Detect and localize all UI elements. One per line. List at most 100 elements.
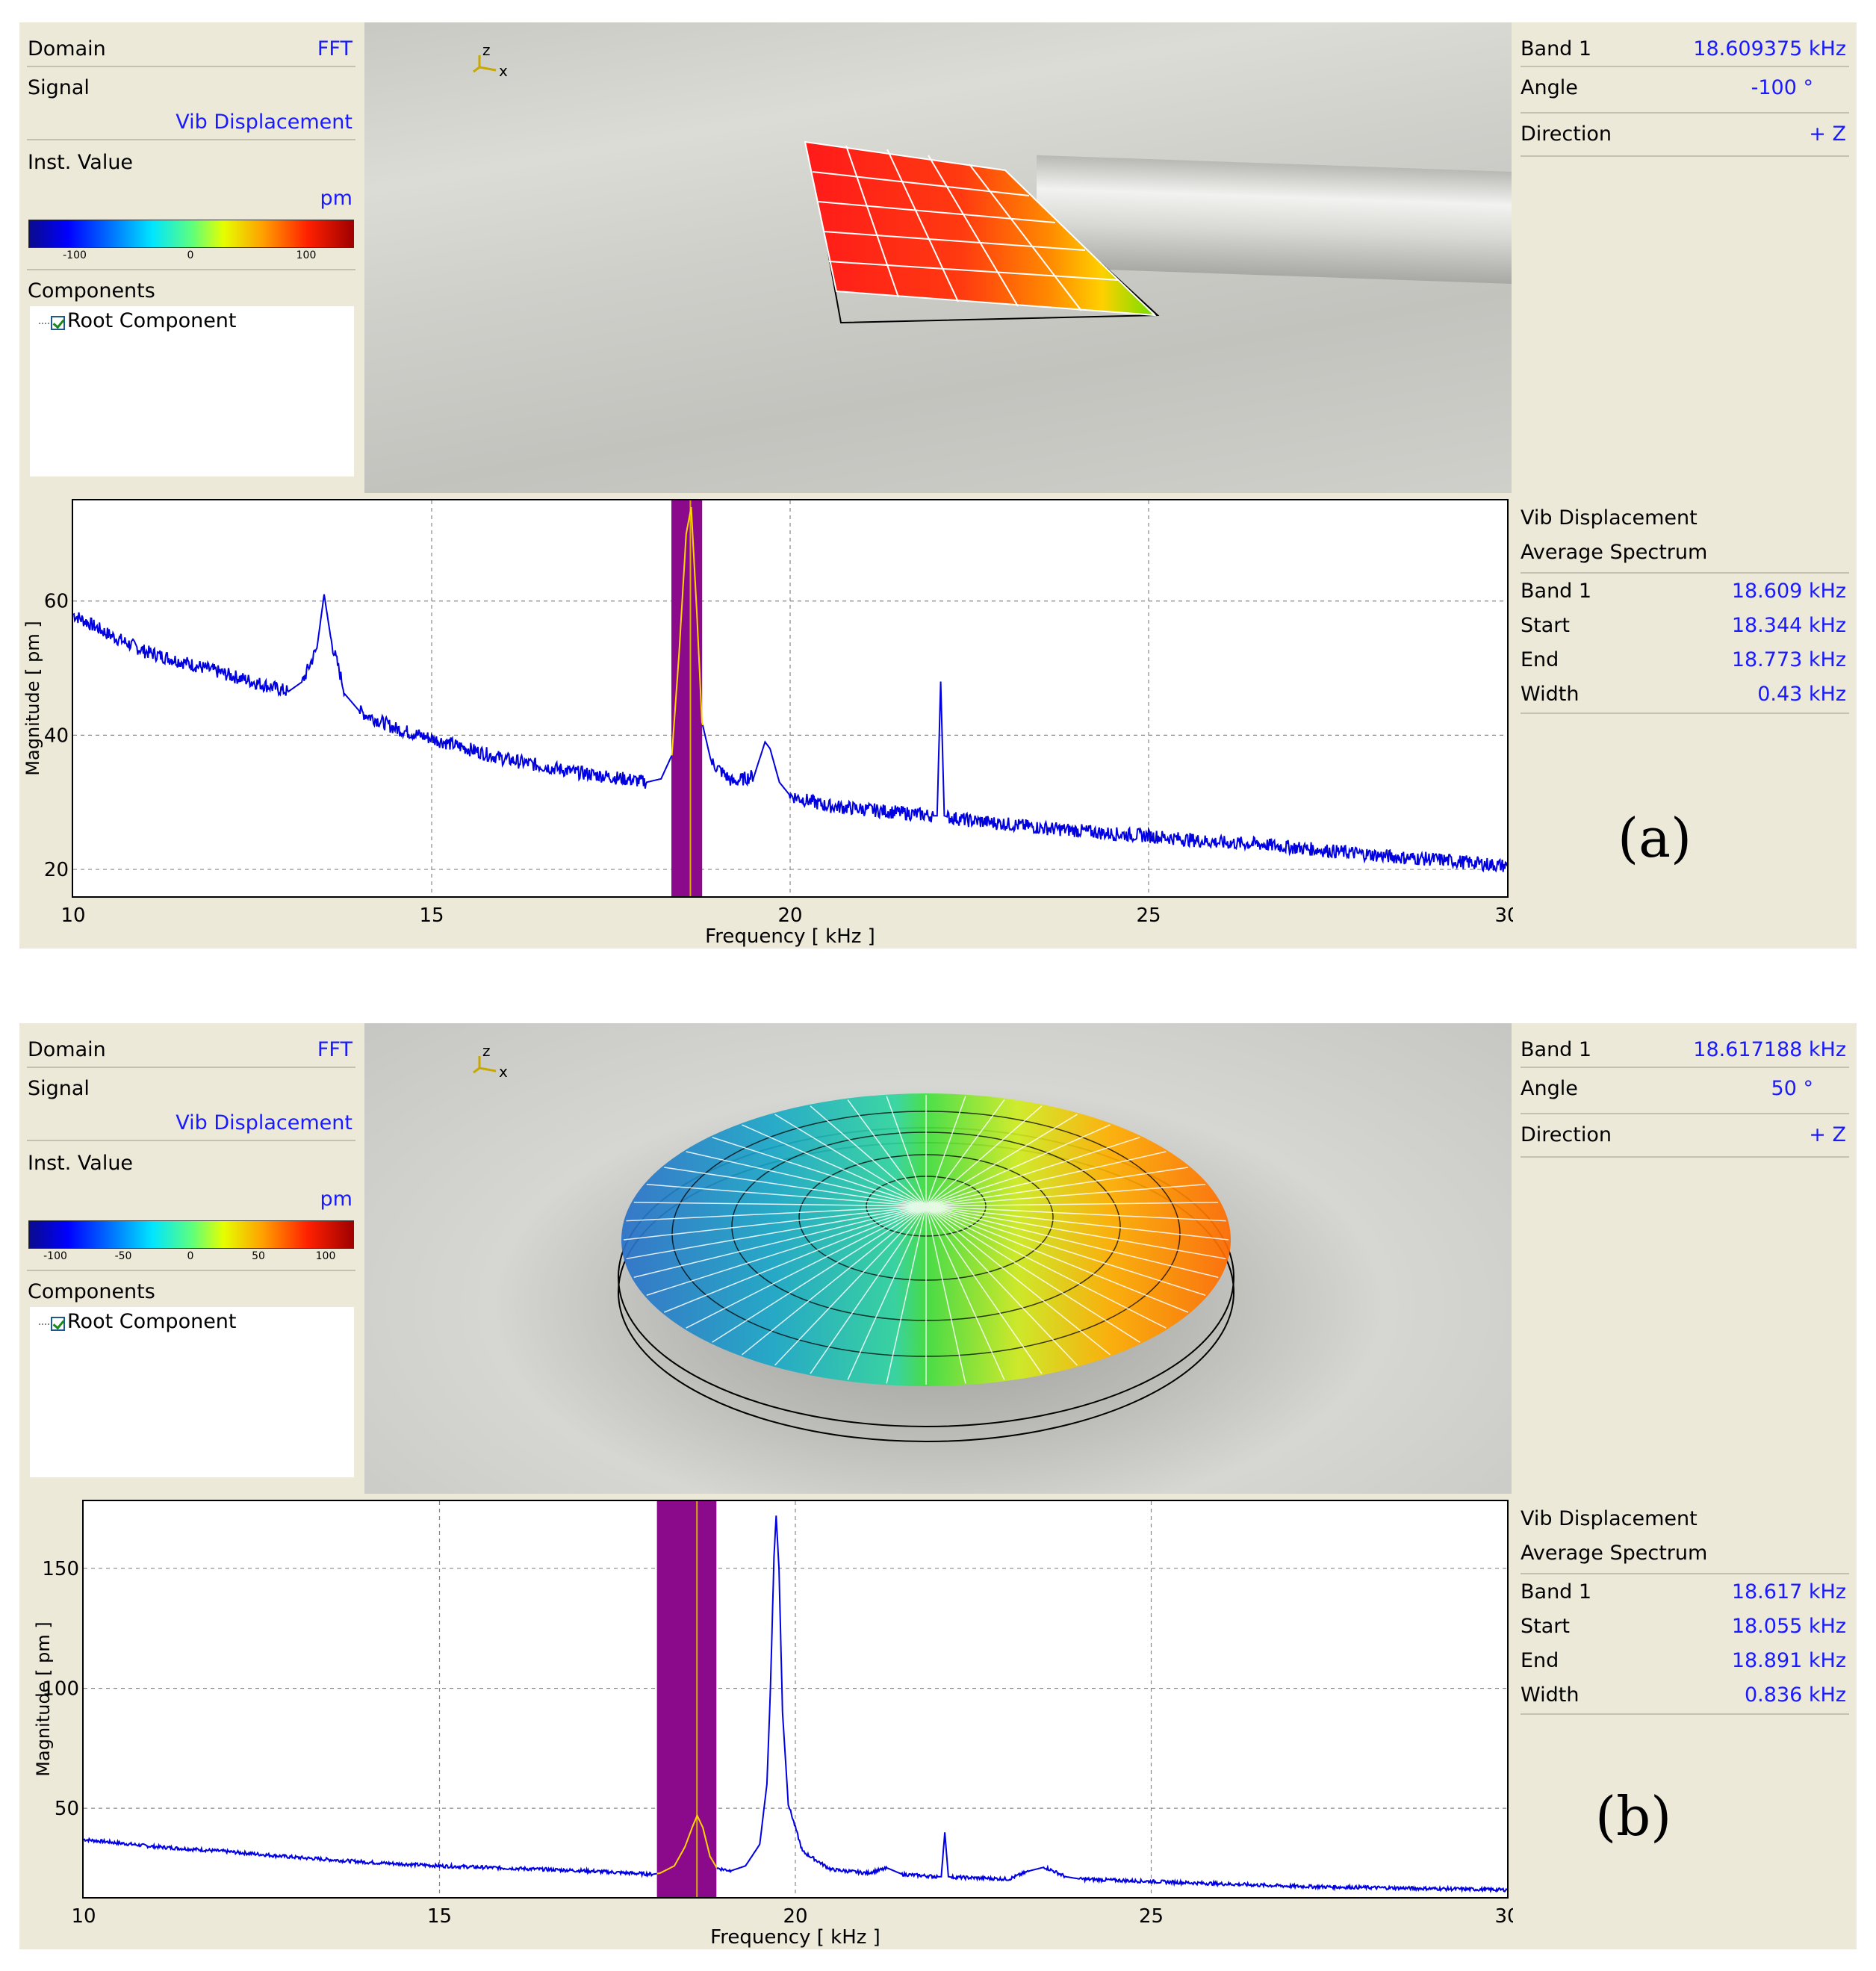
end-value[interactable]: 18.773 kHz (1731, 648, 1846, 671)
band-info-top: Band 1 18.609375 kHz Angle -100 ° Direct… (1513, 22, 1857, 493)
band1-value[interactable]: 18.617 kHz (1731, 1580, 1846, 1604)
tree-connector (39, 323, 49, 324)
colorbar-tick: 50 (252, 1250, 265, 1262)
band1-value[interactable]: 18.609 kHz (1731, 580, 1846, 603)
end-label: End (1521, 1649, 1559, 1672)
end-value[interactable]: 18.891 kHz (1731, 1649, 1846, 1672)
disc-spoke (925, 1105, 1043, 1207)
y-tick-label: 100 (42, 1678, 79, 1701)
root-component-label[interactable]: Root Component (67, 1310, 237, 1333)
3d-viewport[interactable]: z x (364, 1023, 1512, 1494)
y-tick-label: 60 (44, 591, 69, 613)
divider (1521, 1713, 1849, 1715)
properties-column: Domain FFT Signal Vib Displacement Inst.… (19, 22, 363, 493)
domain-value[interactable]: FFT (317, 37, 352, 60)
disc-spoke (925, 1137, 1140, 1207)
panel-caption: (a) (1618, 807, 1692, 869)
signal-value[interactable]: Vib Displacement (176, 111, 352, 134)
x-axis-label: x (499, 1063, 508, 1081)
x-tick-label: 10 (71, 1905, 96, 1928)
x-tick-label: 20 (783, 1905, 807, 1928)
disc-spoke (925, 1124, 1111, 1207)
spectrum-plot[interactable] (72, 499, 1509, 898)
x-axis-title: Frequency [ kHz ] (710, 1926, 880, 1949)
disc-spoke (925, 1205, 1140, 1343)
band1-label: Band 1 (1521, 37, 1592, 60)
disc-spoke (646, 1205, 927, 1296)
root-component-checkbox[interactable] (51, 316, 65, 330)
divider (1521, 1156, 1849, 1158)
y-tick-label: 20 (44, 859, 69, 881)
divider (27, 1067, 355, 1068)
band1-label: Band 1 (1521, 580, 1592, 603)
deformation-mesh (804, 140, 1160, 324)
components-label: Components (28, 279, 155, 302)
signal-value[interactable]: Vib Displacement (176, 1111, 352, 1135)
colorbar-tick: 0 (187, 249, 194, 261)
spectrum-plot[interactable] (82, 1500, 1509, 1899)
x-axis-title: Frequency [ kHz ] (705, 925, 875, 948)
width-value[interactable]: 0.43 kHz (1757, 683, 1846, 706)
disc-spoke (847, 1205, 927, 1380)
3d-viewport[interactable]: z x (364, 22, 1512, 493)
disc-spoke (925, 1205, 966, 1384)
start-value[interactable]: 18.055 kHz (1731, 1615, 1846, 1638)
band-highlight (656, 1501, 717, 1897)
x-axis-label: x (499, 62, 508, 80)
root-component-checkbox[interactable] (51, 1317, 65, 1331)
disc-spoke (925, 1114, 1078, 1207)
root-component-label[interactable]: Root Component (67, 309, 237, 332)
direction-value[interactable]: + Z (1809, 1123, 1846, 1146)
colorbar-tick: 100 (296, 249, 317, 261)
disc-spoke (925, 1205, 1167, 1329)
disc-spoke (742, 1124, 927, 1207)
components-tree[interactable]: Root Component (30, 1307, 354, 1477)
direction-value[interactable]: + Z (1809, 122, 1846, 146)
disc-spoke (925, 1205, 1005, 1380)
spectrum-chart-svg (73, 500, 1507, 896)
y-tick-label: 50 (55, 1798, 79, 1820)
disc-spoke (646, 1184, 927, 1207)
disc-spoke (633, 1202, 927, 1207)
divider (1521, 112, 1849, 114)
angle-label: Angle (1521, 1077, 1578, 1100)
axis-indicator: z x (469, 37, 529, 82)
start-value[interactable]: 18.344 kHz (1731, 614, 1846, 637)
end-label: End (1521, 648, 1559, 671)
width-value[interactable]: 0.836 kHz (1745, 1683, 1846, 1707)
spectrum-subtitle: Average Spectrum (1521, 1542, 1708, 1565)
components-tree[interactable]: Root Component (30, 306, 354, 477)
disc-spoke (810, 1205, 927, 1374)
colorbar-ticks: -100 0 100 (28, 248, 352, 270)
band-info-bottom: Vib Displacement Average Spectrum Band 1… (1513, 1501, 1857, 1949)
disc-spoke (712, 1137, 927, 1207)
band-info-bottom: Vib Displacement Average Spectrum Band 1… (1513, 500, 1857, 949)
band-series-line (656, 1813, 718, 1875)
disc-spoke (626, 1205, 927, 1260)
divider (1521, 572, 1849, 574)
disc-spoke (925, 1151, 1167, 1207)
divider (27, 269, 355, 270)
band1-value[interactable]: 18.609375 kHz (1693, 37, 1846, 60)
angle-value[interactable]: -100 ° (1751, 76, 1813, 99)
disc-spoke (886, 1205, 927, 1384)
divider (1521, 66, 1849, 67)
width-label: Width (1521, 683, 1580, 706)
disc-spoke (663, 1205, 927, 1313)
disc-spoke (847, 1099, 927, 1207)
unit-value[interactable]: pm (320, 1188, 352, 1211)
divider (27, 1140, 355, 1141)
divider (1521, 1067, 1849, 1068)
color-scale-bar (28, 220, 354, 248)
inst-value-label: Inst. Value (28, 151, 134, 174)
angle-value[interactable]: 50 ° (1771, 1077, 1813, 1100)
band1-value[interactable]: 18.617188 kHz (1693, 1038, 1846, 1061)
unit-value[interactable]: pm (320, 187, 352, 210)
spectrum-series-line (84, 1837, 657, 1878)
disc-spoke (925, 1205, 1226, 1222)
domain-value[interactable]: FFT (317, 1038, 352, 1061)
x-tick-label: 30 (1494, 904, 1513, 927)
disc-spoke (925, 1167, 1188, 1207)
y-axis-title: Magnitude [ pm ] (33, 1621, 54, 1776)
disc-spoke (810, 1105, 927, 1207)
